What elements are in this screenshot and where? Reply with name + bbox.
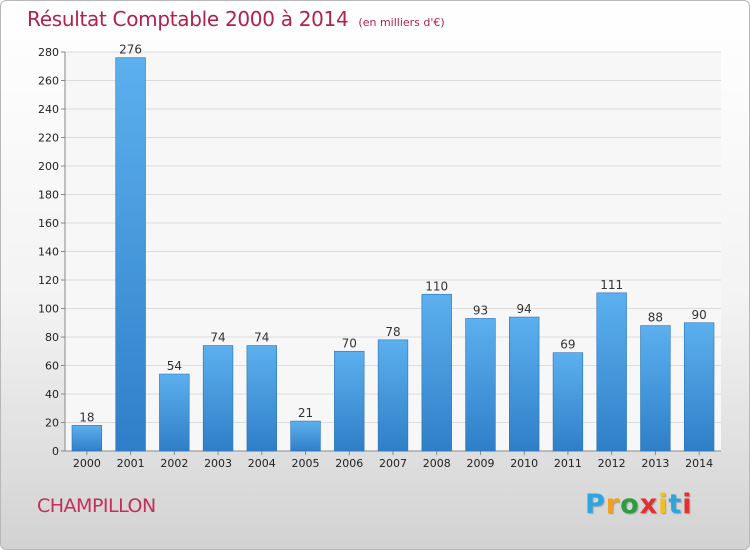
bar bbox=[421, 293, 452, 452]
y-tick-label: 160 bbox=[38, 217, 59, 230]
brand-logo: Proxiti bbox=[585, 489, 693, 520]
y-tick-label: 240 bbox=[38, 103, 59, 116]
x-tick-label: 2008 bbox=[423, 457, 451, 470]
x-tick-label: 2005 bbox=[292, 457, 320, 470]
bar bbox=[246, 345, 277, 452]
x-tick-label: 2013 bbox=[641, 457, 669, 470]
bar bbox=[115, 57, 146, 452]
x-tick-label: 2011 bbox=[554, 457, 582, 470]
bar bbox=[465, 318, 496, 452]
x-tick-label: 2009 bbox=[466, 457, 494, 470]
bar-value-label: 70 bbox=[342, 336, 357, 350]
chart-title-text: Résultat Comptable 2000 à 2014 bbox=[27, 7, 349, 31]
y-tick-label: 60 bbox=[45, 360, 59, 373]
brand-letter: r bbox=[605, 489, 621, 520]
brand-letter: P bbox=[585, 489, 606, 520]
bar-value-label: 74 bbox=[254, 331, 269, 345]
bar-value-label: 78 bbox=[385, 325, 400, 339]
x-tick-label: 2006 bbox=[335, 457, 363, 470]
bar bbox=[202, 345, 234, 452]
y-tick-label: 260 bbox=[38, 75, 59, 88]
bar-value-label: 93 bbox=[473, 303, 488, 317]
bar-value-label: 110 bbox=[425, 279, 448, 293]
y-tick-label: 120 bbox=[38, 274, 59, 287]
bar-value-label: 54 bbox=[167, 359, 182, 373]
y-tick-label: 200 bbox=[38, 160, 59, 173]
bar bbox=[334, 350, 365, 452]
y-tick-label: 280 bbox=[38, 46, 59, 59]
bar bbox=[290, 420, 321, 452]
x-tick-label: 2012 bbox=[598, 457, 626, 470]
bars bbox=[71, 57, 715, 452]
x-tick-label: 2014 bbox=[685, 457, 713, 470]
y-tick-label: 20 bbox=[45, 417, 59, 430]
brand-letter: t bbox=[668, 489, 683, 520]
bar bbox=[71, 425, 103, 452]
x-tick-label: 2001 bbox=[117, 457, 145, 470]
bar-value-label: 88 bbox=[648, 311, 663, 325]
x-tick-label: 2002 bbox=[160, 457, 188, 470]
chart-subtitle: (en milliers d'€) bbox=[358, 16, 445, 29]
bar-value-label: 90 bbox=[691, 308, 706, 322]
y-tick-label: 100 bbox=[38, 303, 59, 316]
y-tick-label: 40 bbox=[45, 388, 59, 401]
brand-letter: o bbox=[620, 489, 640, 520]
x-tick-label: 2010 bbox=[510, 457, 538, 470]
y-tick-label: 220 bbox=[38, 132, 59, 145]
y-tick-label: 80 bbox=[45, 331, 59, 344]
bar bbox=[159, 373, 190, 452]
bar bbox=[596, 292, 627, 452]
labels: 0 20 40 60 80 100 120 140 160 180 200 220 240 260 280 1… bbox=[38, 43, 713, 470]
bar-value-label: 69 bbox=[560, 338, 575, 352]
bar-value-label: 111 bbox=[600, 278, 623, 292]
y-tick-label: 180 bbox=[38, 189, 59, 202]
bar bbox=[509, 316, 540, 452]
x-tick-label: 2000 bbox=[73, 457, 101, 470]
brand-letter: i bbox=[658, 489, 669, 520]
location-name: CHAMPILLON bbox=[37, 495, 156, 517]
brand-letter: x bbox=[639, 489, 659, 520]
bar bbox=[640, 325, 671, 452]
x-tick-label: 2004 bbox=[248, 457, 276, 470]
bar-value-label: 94 bbox=[517, 302, 532, 316]
bar bbox=[683, 322, 715, 452]
x-tick-label: 2007 bbox=[379, 457, 407, 470]
y-tick-label: 140 bbox=[38, 246, 59, 259]
bar-value-label: 21 bbox=[298, 406, 313, 420]
bar-value-label: 18 bbox=[79, 410, 94, 424]
brand-letter: i bbox=[682, 489, 693, 520]
chart-title: Résultat Comptable 2000 à 2014 (en millie… bbox=[27, 7, 445, 31]
bar bbox=[377, 339, 409, 452]
bar-value-label: 74 bbox=[210, 331, 225, 345]
bar bbox=[552, 352, 584, 452]
y-tick-label: 0 bbox=[52, 445, 59, 458]
bar-value-label: 276 bbox=[119, 43, 142, 57]
x-tick-label: 2003 bbox=[204, 457, 232, 470]
